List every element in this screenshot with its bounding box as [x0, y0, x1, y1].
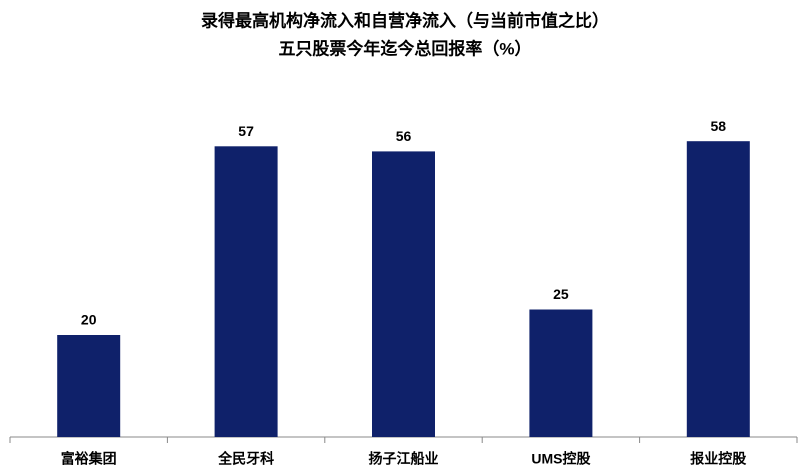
- x-tick-label: 全民牙科: [217, 451, 274, 467]
- x-tick-label: 富裕集团: [61, 451, 117, 467]
- value-label: 25: [553, 286, 569, 302]
- chart-subtitle: 五只股票今年迄今总回报率（%）: [278, 38, 531, 58]
- bar: [686, 141, 750, 437]
- value-label: 20: [81, 312, 97, 328]
- bar: [214, 146, 278, 438]
- value-label: 57: [238, 123, 254, 139]
- x-tick-label: 报业控股: [690, 451, 747, 467]
- value-label: 58: [711, 118, 727, 134]
- bar: [57, 335, 121, 437]
- bar: [529, 309, 593, 437]
- chart-title: 录得最高机构净流入和自营净流入（与当前市值之比）: [201, 10, 609, 30]
- bar: [372, 151, 435, 437]
- x-tick-label: 扬子江船业: [369, 451, 439, 467]
- value-label: 56: [396, 128, 412, 144]
- x-tick-label: UMS控股: [531, 451, 591, 467]
